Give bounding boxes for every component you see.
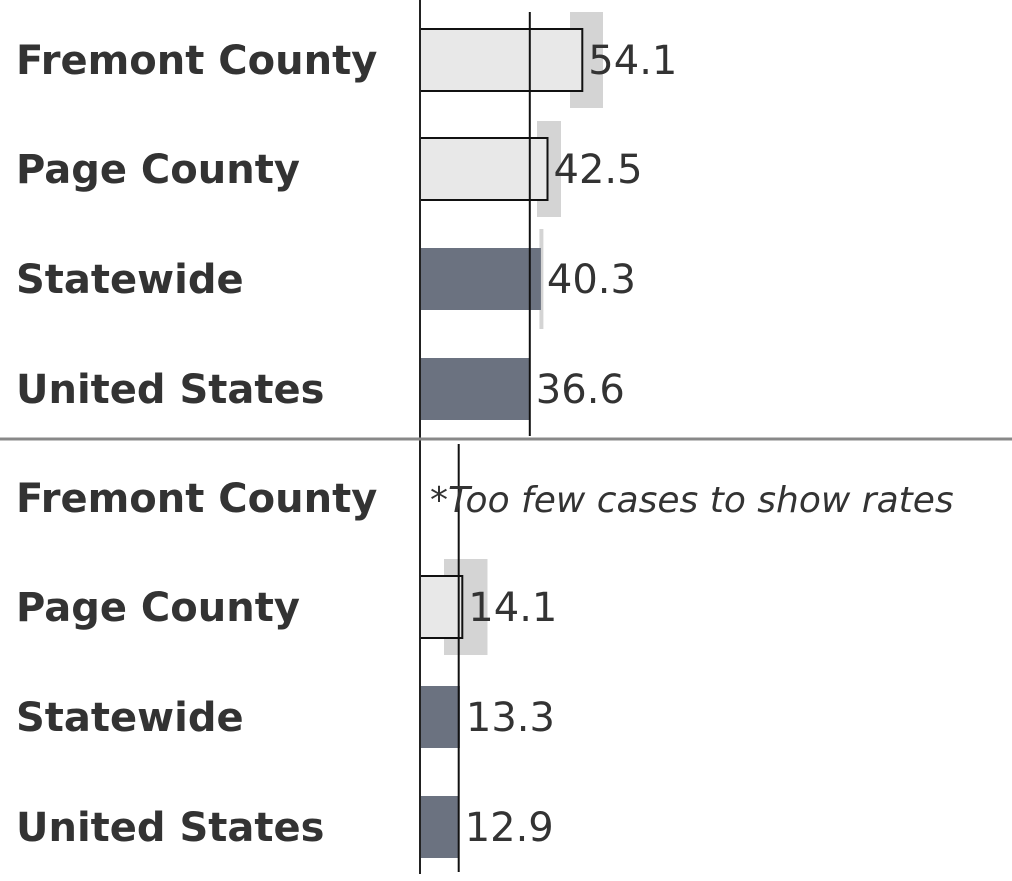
bar-1-1 xyxy=(419,28,584,92)
value-label: 12.9 xyxy=(465,805,554,851)
ci-band-1-3 xyxy=(539,229,544,329)
value-label: 42.5 xyxy=(554,147,643,193)
value-label: 13.3 xyxy=(466,695,555,741)
bar-1-3 xyxy=(420,248,541,310)
value-label: 36.6 xyxy=(536,367,625,413)
category-label: Fremont County xyxy=(16,476,377,522)
bar-2-2 xyxy=(419,575,464,639)
bar-1-2 xyxy=(419,137,549,201)
category-label: Fremont County xyxy=(16,38,377,84)
category-label: Statewide xyxy=(16,257,244,303)
too-few-cases-note: *Too few cases to show rates xyxy=(430,480,954,521)
bar-1-4 xyxy=(420,358,530,420)
category-label: United States xyxy=(16,805,324,851)
bar-2-3 xyxy=(420,686,460,748)
category-label: United States xyxy=(16,367,324,413)
value-label: 40.3 xyxy=(547,257,636,303)
category-label: Page County xyxy=(16,147,300,193)
category-label: Page County xyxy=(16,585,300,631)
bar-2-4 xyxy=(420,796,459,858)
value-label: 54.1 xyxy=(588,38,677,84)
category-label: Statewide xyxy=(16,695,244,741)
value-label: 14.1 xyxy=(468,585,557,631)
